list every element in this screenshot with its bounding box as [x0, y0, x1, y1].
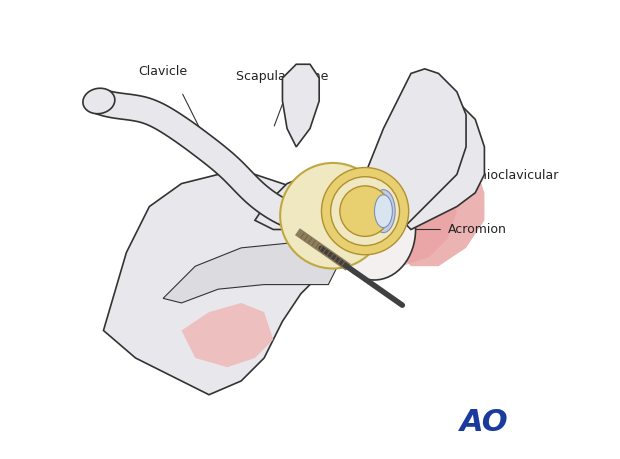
Text: Clavicle: Clavicle: [138, 65, 188, 78]
Polygon shape: [94, 89, 312, 233]
Polygon shape: [163, 243, 337, 303]
Ellipse shape: [83, 88, 115, 114]
Ellipse shape: [372, 190, 395, 233]
Text: Scapular spine: Scapular spine: [236, 70, 329, 83]
Circle shape: [330, 177, 399, 246]
Polygon shape: [104, 174, 356, 395]
Polygon shape: [347, 156, 457, 266]
Text: Acromioclavicular
joint: Acromioclavicular joint: [448, 169, 559, 198]
Polygon shape: [356, 69, 466, 239]
Ellipse shape: [374, 195, 392, 228]
Circle shape: [280, 163, 386, 269]
Text: AO: AO: [460, 408, 509, 437]
Circle shape: [322, 168, 409, 255]
Circle shape: [340, 186, 391, 236]
Ellipse shape: [333, 179, 415, 280]
Polygon shape: [283, 64, 319, 147]
Polygon shape: [182, 303, 273, 367]
Polygon shape: [255, 174, 356, 230]
Text: Acromion: Acromion: [448, 223, 507, 236]
Polygon shape: [392, 138, 484, 266]
Polygon shape: [392, 92, 484, 230]
